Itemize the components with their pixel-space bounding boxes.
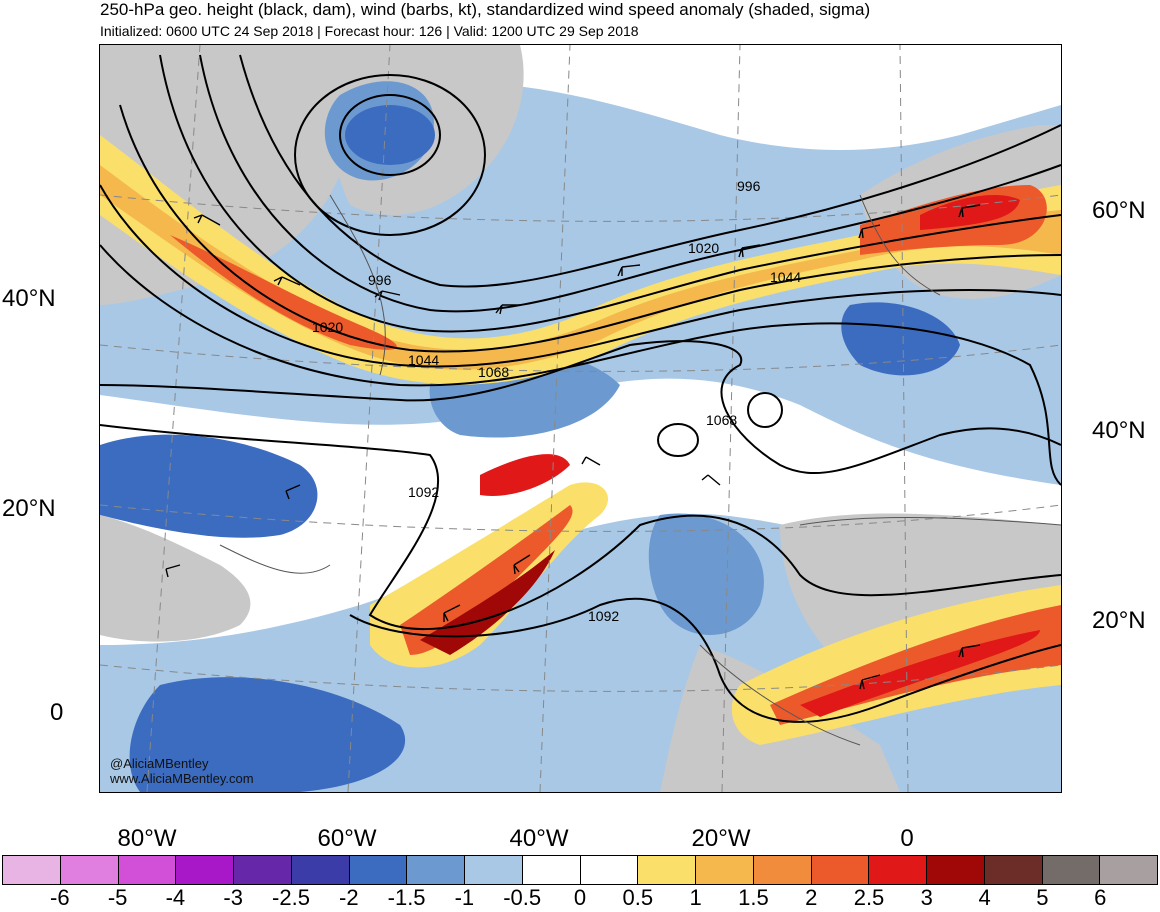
- jet-south-core-west: [400, 505, 573, 655]
- colorbar-swatch: [696, 856, 754, 884]
- contour-label: 1020: [312, 319, 343, 335]
- colorbar-swatch: [638, 856, 696, 884]
- lon-label: 80°W: [117, 825, 177, 852]
- colorbar-swatch: [60, 856, 119, 884]
- map-subtitle: Initialized: 0600 UTC 24 Sep 2018 | Fore…: [100, 23, 639, 39]
- colorbar-swatch: [811, 856, 870, 884]
- land-caribbean: [100, 515, 251, 642]
- lon-label: 20°W: [691, 825, 751, 852]
- weather-map: 996 1020 1044 1068 1068 1092 1092 996 10…: [100, 45, 1061, 792]
- colorbar-swatch: [349, 856, 408, 884]
- coastlines: [219, 194, 1061, 746]
- colorbar-tick-label: 4: [978, 885, 991, 910]
- colorbar-tick-label: -2.5: [272, 885, 310, 910]
- colorbar-swatch: [580, 856, 639, 884]
- lat-label-right: 20°N: [1092, 607, 1146, 634]
- contour-label: 1020: [688, 240, 719, 256]
- contour-label: 1044: [408, 352, 439, 368]
- colorbar-tick-label: 5: [1036, 885, 1049, 910]
- colorbar-tick-label: 1.5: [738, 885, 769, 910]
- colorbar-tick-label: 1: [689, 885, 702, 910]
- author-credit: @AliciaMBentley www.AliciaMBentley.com: [110, 756, 254, 786]
- lon-label: 0: [900, 825, 914, 852]
- lat-label-left: 0: [50, 699, 64, 726]
- anomaly-neg-7: [648, 513, 764, 635]
- contour-label: 996: [737, 178, 761, 194]
- colorbar-tick-label: -5: [107, 885, 128, 910]
- wind-barbs: [165, 204, 981, 690]
- jet-north-max-east: [920, 195, 1020, 230]
- colorbar-tick-label: -6: [50, 885, 70, 910]
- colorbar-swatch: [234, 856, 292, 884]
- jet-south-max-east: [800, 630, 1040, 717]
- colorbar-swatch: [407, 856, 465, 884]
- jet-north-orange: [100, 165, 1061, 370]
- colorbar-swatch: [984, 856, 1043, 884]
- colorbar-tick-label: 2.5: [853, 885, 885, 910]
- colorbar-tick-label: -3: [223, 885, 243, 910]
- colorbar-swatch: [1100, 856, 1157, 884]
- lat-label-right: 40°N: [1092, 417, 1146, 444]
- contour-label: 1092: [408, 484, 439, 500]
- colorbar-tick-label: 0: [573, 885, 587, 910]
- neutral-anomaly-region-north: [430, 45, 1061, 150]
- lat-label-left: 40°N: [2, 285, 56, 312]
- colorbar-tick-label: 6: [1094, 885, 1107, 910]
- credit-handle: @AliciaMBentley: [110, 756, 209, 771]
- colorbar-swatch: [522, 856, 581, 884]
- colorbar-swatch: [927, 856, 985, 884]
- contour-label-layer: 996 1020 1044 1068 1068 1092 1092 996 10…: [312, 178, 801, 624]
- colorbar-tick-label: 0.5: [622, 885, 654, 910]
- graticule: [100, 45, 1061, 792]
- jet-north-core-west: [170, 235, 398, 350]
- colorbar-swatch: [118, 856, 177, 884]
- colorbar-tick-label: 3: [920, 885, 933, 910]
- colorbar-swatch: [869, 856, 927, 884]
- colorbar-swatch: [465, 856, 523, 884]
- anomaly-neg-2: [345, 105, 435, 165]
- map-title: 250-hPa geo. height (black, dam), wind (…: [100, 0, 871, 19]
- colorbar-swatch: [291, 856, 350, 884]
- lon-label: 60°W: [317, 825, 377, 852]
- colorbar-tick-label: -1: [454, 885, 475, 910]
- anomaly-neg-4: [100, 434, 318, 538]
- contour-label: 1068: [706, 412, 737, 428]
- lon-label: 40°W: [509, 825, 569, 852]
- colorbar: [2, 855, 1158, 885]
- colorbar-tick-label: 2: [805, 885, 818, 910]
- colorbar-tick-label: -1.5: [387, 885, 426, 910]
- height-contours: [100, 54, 1061, 723]
- colorbar-swatch: [1042, 856, 1101, 884]
- colorbar-swatch: [3, 856, 61, 884]
- map-panel: 996 1020 1044 1068 1068 1092 1092 996 10…: [99, 44, 1062, 793]
- colorbar-tick-label: -2: [339, 885, 359, 910]
- anomaly-neg-6: [129, 677, 406, 792]
- jet-south-max-west: [420, 550, 555, 655]
- jet-south-streak: [480, 454, 570, 496]
- anomaly-neg-5: [841, 302, 960, 376]
- colorbar-tick-label: -0.5: [503, 885, 542, 910]
- lat-label-right: 60°N: [1092, 197, 1146, 224]
- colorbar-swatch: [176, 856, 234, 884]
- colorbar-tick-label: -4: [165, 885, 186, 910]
- credit-website: www.AliciaMBentley.com: [110, 771, 254, 786]
- contour-label: 1044: [770, 269, 801, 285]
- colorbar-swatch: [753, 856, 812, 884]
- lat-label-left: 20°N: [2, 495, 56, 522]
- contour-label: 996: [368, 272, 392, 288]
- contour-label: 1092: [588, 608, 619, 624]
- land-africa-north: [780, 513, 1061, 665]
- contour-label: 1068: [478, 364, 509, 380]
